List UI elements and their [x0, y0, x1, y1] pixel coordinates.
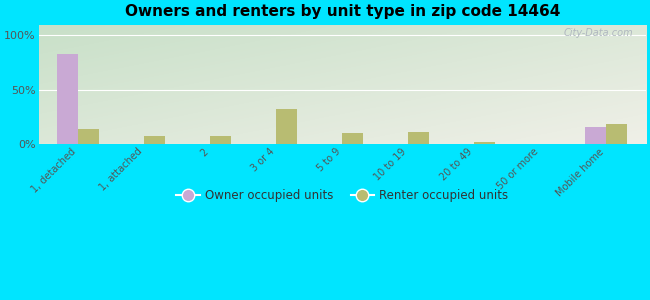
Bar	[210, 136, 231, 144]
Bar	[342, 133, 363, 144]
Bar	[606, 124, 627, 144]
Legend: Owner occupied units, Renter occupied units: Owner occupied units, Renter occupied un…	[172, 184, 513, 207]
Bar	[408, 132, 430, 144]
Bar	[57, 54, 78, 144]
Text: City-Data.com: City-Data.com	[564, 28, 634, 38]
Bar	[585, 128, 606, 144]
Title: Owners and renters by unit type in zip code 14464: Owners and renters by unit type in zip c…	[125, 4, 560, 19]
Bar	[78, 129, 99, 144]
Bar	[144, 136, 165, 144]
Bar	[276, 109, 297, 144]
Bar	[474, 142, 495, 144]
